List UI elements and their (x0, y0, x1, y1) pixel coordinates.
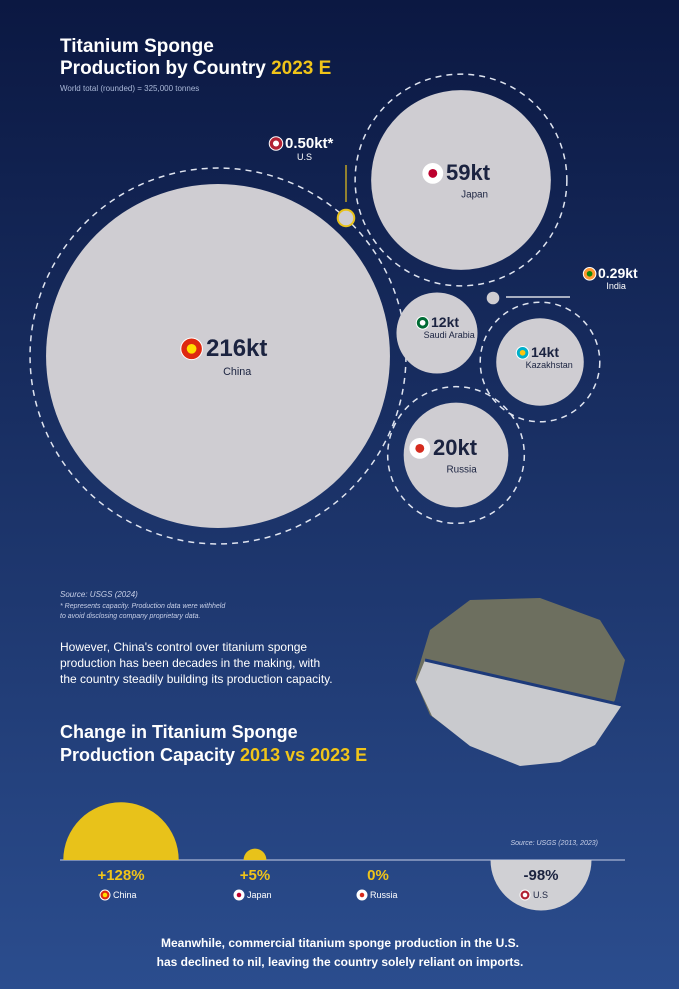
title-part: Production by Country (60, 58, 266, 79)
flag-emblem (586, 270, 593, 277)
category-label: Saudi Arabia (424, 330, 475, 340)
bubble (336, 208, 356, 228)
semicircle (490, 860, 592, 911)
semicircle (63, 802, 179, 860)
dashed-ring (386, 385, 526, 525)
flag (515, 346, 530, 360)
value-label: +128% (97, 867, 144, 884)
note: * Represents capacity. Production data w… (60, 603, 226, 610)
flag-emblem (186, 343, 197, 354)
category-label: Russia (447, 465, 478, 476)
bubble (486, 291, 500, 305)
semicircle (243, 848, 267, 860)
flag (233, 889, 245, 901)
category-label: Japan (247, 890, 272, 900)
flag (180, 337, 203, 361)
title-part: 2013 vs 2023 E (240, 745, 367, 765)
value-label: -98% (523, 867, 558, 884)
value-label: 14kt (531, 344, 559, 360)
source: Source: USGS (2013, 2023) (510, 840, 598, 847)
bubble (46, 184, 390, 528)
flag (99, 889, 111, 901)
footer: Meanwhile, commercial titanium sponge pr… (161, 936, 519, 950)
flag-emblem (522, 892, 528, 898)
flag-emblem (272, 140, 280, 147)
flag-emblem (102, 892, 108, 898)
title-line: Production Capacity 2013 vs 2023 E (60, 745, 367, 765)
bubble (396, 292, 478, 374)
title-part: 2023 E (271, 58, 331, 79)
flag (582, 267, 597, 281)
source: Source: USGS (2024) (60, 590, 138, 599)
dashed-ring (479, 301, 601, 423)
bubble (403, 402, 509, 508)
flag-emblem (428, 168, 438, 178)
flag (268, 136, 284, 151)
title-line: Titanium Sponge (60, 36, 214, 57)
category-label: U.S (533, 890, 548, 900)
value-label: 12kt (431, 314, 459, 330)
footer: has declined to nil, leaving the country… (157, 955, 524, 969)
category-label: Russia (370, 890, 398, 900)
paragraph: However, China's control over titanium s… (60, 640, 307, 654)
title-line: Production by Country 2023 E (60, 58, 331, 79)
value-label: +5% (240, 867, 270, 884)
note: to avoid disclosing company proprietary … (60, 613, 201, 620)
flag (422, 163, 444, 184)
rock-illustration (415, 598, 625, 766)
paragraph: production has been decades in the makin… (60, 656, 320, 670)
flag (415, 316, 430, 330)
dashed-ring (354, 73, 568, 287)
subtitle: World total (rounded) = 325,000 tonnes (60, 84, 199, 93)
value-label: 216kt (206, 335, 267, 362)
flag-emblem (419, 319, 426, 326)
category-label: U.S (297, 152, 312, 162)
flag-emblem (359, 892, 365, 898)
flag (356, 889, 368, 901)
bubble (496, 318, 584, 406)
category-label: Kazakhstan (526, 360, 573, 370)
flag-emblem (519, 349, 526, 356)
value-label: 0% (367, 867, 389, 884)
title-line: Change in Titanium Sponge (60, 722, 298, 742)
bubble (371, 90, 551, 270)
flag (409, 438, 431, 459)
flag-emblem (415, 443, 425, 453)
value-label: 0.29kt (598, 265, 638, 281)
flag (519, 889, 531, 901)
category-label: Japan (461, 190, 488, 201)
value-label: 0.50kt* (285, 135, 334, 152)
value-label: 59kt (446, 160, 491, 185)
value-label: 20kt (433, 435, 478, 460)
category-label: India (606, 281, 626, 291)
flag-emblem (236, 892, 242, 898)
paragraph: the country steadily building its produc… (60, 672, 333, 686)
title-part: Production Capacity (60, 745, 235, 765)
category-label: China (223, 366, 251, 378)
category-label: China (113, 890, 137, 900)
